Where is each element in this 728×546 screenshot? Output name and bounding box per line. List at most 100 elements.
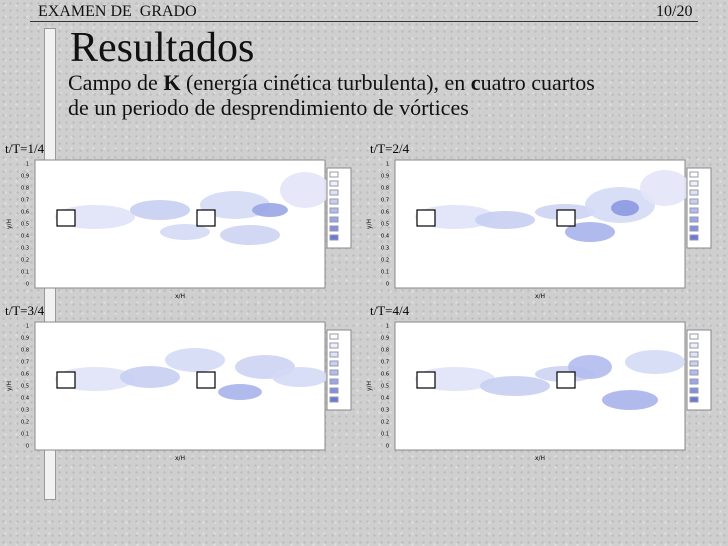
text: Campo de (68, 70, 164, 95)
y-tick-label: 0.6 (381, 210, 389, 216)
text: c (470, 70, 481, 95)
y-tick-label: 1 (386, 162, 389, 168)
y-tick-label: 0.5 (381, 384, 389, 390)
legend-swatch (689, 180, 699, 187)
cylinder (556, 209, 576, 227)
y-tick-label: 0.3 (381, 408, 389, 414)
y-tick-label: 0.5 (381, 222, 389, 228)
y-axis-label: y/H (6, 381, 13, 391)
title: Resultados (70, 25, 255, 71)
legend-swatch (689, 207, 699, 214)
y-axis-label: y/H (366, 219, 373, 229)
contour (120, 366, 180, 388)
y-tick-label: 0.6 (381, 372, 389, 378)
y-tick-label: 0.7 (21, 198, 29, 204)
x-axis-label: x/H (175, 293, 185, 300)
legend-swatch (329, 378, 339, 385)
y-tick-label: 0.9 (381, 336, 389, 342)
subtitle-line1: Campo de K (energía cinética turbulenta)… (68, 70, 595, 96)
y-tick-label: 0.2 (381, 258, 389, 264)
panel-label: t/T=4/4 (370, 303, 410, 318)
y-tick-label: 0 (26, 282, 29, 288)
y-tick-label: 0.1 (381, 432, 389, 438)
legend-swatch (329, 342, 339, 349)
y-tick-label: 0.9 (381, 174, 389, 180)
legend-swatch (689, 189, 699, 196)
contour (130, 200, 190, 220)
y-tick-label: 0.3 (21, 408, 29, 414)
y-tick-label: 0.2 (21, 420, 29, 426)
legend-swatch (329, 216, 339, 223)
legend-swatch (329, 180, 339, 187)
contour (280, 172, 330, 208)
contour (640, 170, 690, 206)
y-tick-label: 1 (386, 324, 389, 330)
legend-swatch (329, 396, 339, 403)
cylinder (416, 209, 436, 227)
y-tick-label: 0 (386, 444, 389, 450)
contour (480, 376, 550, 396)
x-axis-label: x/H (535, 455, 545, 462)
y-tick-label: 0.8 (21, 186, 29, 192)
y-tick-label: 0.8 (21, 348, 29, 354)
legend-swatch (329, 351, 339, 358)
legend-swatch (689, 234, 699, 241)
legend-swatch (689, 378, 699, 385)
legend-swatch (689, 225, 699, 232)
y-tick-label: 1 (26, 162, 29, 168)
y-tick-label: 0.2 (381, 420, 389, 426)
legend-swatch (689, 369, 699, 376)
legend-swatch (689, 198, 699, 205)
y-tick-label: 0.9 (21, 174, 29, 180)
contour (200, 191, 270, 219)
cylinder (196, 209, 216, 227)
y-tick-label: 0.7 (381, 198, 389, 204)
y-tick-label: 0 (386, 282, 389, 288)
text: uatro cuartos (480, 70, 595, 95)
contour (625, 350, 685, 374)
contour (160, 224, 210, 240)
y-tick-label: 0.2 (21, 258, 29, 264)
y-axis-label: y/H (6, 219, 13, 229)
contour (568, 355, 612, 379)
x-axis-label: x/H (175, 455, 185, 462)
contour (220, 225, 280, 245)
y-tick-label: 0.3 (381, 246, 389, 252)
cylinder (416, 371, 436, 389)
y-tick-label: 0.6 (21, 210, 29, 216)
y-tick-label: 0.5 (21, 384, 29, 390)
cylinder (56, 371, 76, 389)
contour (165, 348, 225, 372)
contour (272, 367, 328, 387)
y-tick-label: 0.3 (21, 246, 29, 252)
y-tick-label: 0.7 (21, 360, 29, 366)
cylinder (196, 371, 216, 389)
legend-swatch (689, 387, 699, 394)
y-tick-label: 0.6 (21, 372, 29, 378)
y-tick-label: 0.1 (381, 270, 389, 276)
header-right: 10/20 (656, 3, 693, 20)
contour (565, 222, 615, 242)
panel-label: t/T=2/4 (370, 141, 410, 156)
text: K (163, 70, 181, 95)
legend-swatch (689, 216, 699, 223)
y-tick-label: 0.4 (21, 234, 29, 240)
legend-swatch (329, 189, 339, 196)
y-tick-label: 0.9 (21, 336, 29, 342)
legend-swatch (689, 171, 699, 178)
contour (218, 384, 262, 400)
y-tick-label: 0.4 (21, 396, 29, 402)
y-axis-label: y/H (366, 381, 373, 391)
header-rule (30, 21, 698, 22)
y-tick-label: 1 (26, 324, 29, 330)
legend-swatch (689, 351, 699, 358)
contour (252, 203, 288, 217)
legend-swatch (329, 333, 339, 340)
panel-label: t/T=1/4 (5, 141, 45, 156)
header-left: EXAMEN DE GRADO (38, 3, 197, 20)
contour (475, 211, 535, 229)
legend-swatch (329, 207, 339, 214)
legend-swatch (689, 342, 699, 349)
